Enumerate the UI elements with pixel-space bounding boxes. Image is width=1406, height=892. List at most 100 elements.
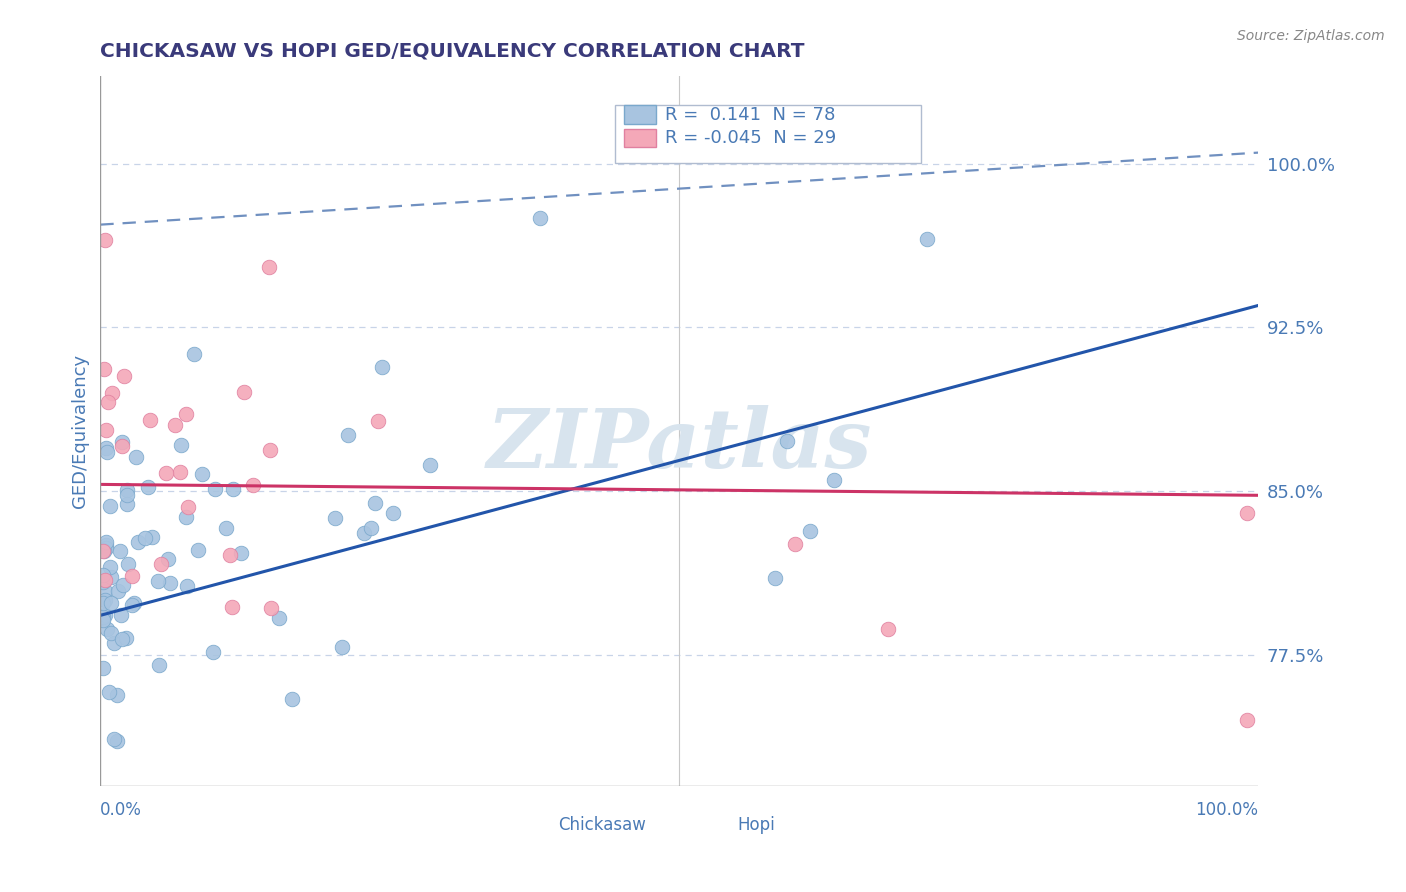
Text: Hopi: Hopi xyxy=(737,815,775,834)
Point xyxy=(96,445,118,459)
Text: R =  0.141  N = 78: R = 0.141 N = 78 xyxy=(665,105,835,123)
Point xyxy=(204,482,226,496)
Point xyxy=(215,521,238,535)
Text: 0.0%: 0.0% xyxy=(100,801,142,819)
Point xyxy=(91,574,114,589)
Point xyxy=(96,534,118,549)
Point xyxy=(100,596,122,610)
Text: R = -0.045  N = 29: R = -0.045 N = 29 xyxy=(665,129,837,147)
Point xyxy=(187,542,209,557)
Point xyxy=(257,260,280,275)
Point xyxy=(267,611,290,625)
Point xyxy=(419,458,441,473)
Point xyxy=(330,640,353,654)
Point xyxy=(112,578,135,592)
Text: CHICKASAW VS HOPI GED/EQUIVALENCY CORRELATION CHART: CHICKASAW VS HOPI GED/EQUIVALENCY CORREL… xyxy=(100,42,804,61)
Point xyxy=(103,731,125,746)
Point xyxy=(1236,506,1258,520)
Point xyxy=(93,593,115,607)
Text: ZIPatlas: ZIPatlas xyxy=(486,405,872,485)
Point xyxy=(191,467,214,481)
Point xyxy=(150,557,173,571)
Point xyxy=(115,632,138,646)
Point xyxy=(176,578,198,592)
FancyBboxPatch shape xyxy=(529,818,553,831)
Point xyxy=(337,427,360,442)
Point xyxy=(97,394,120,409)
Point xyxy=(117,488,139,502)
Text: 100.0%: 100.0% xyxy=(1195,801,1258,819)
Point xyxy=(93,574,115,588)
Point xyxy=(100,625,122,640)
Point xyxy=(170,438,193,452)
Point xyxy=(127,534,149,549)
Point xyxy=(105,688,128,702)
Point xyxy=(281,692,304,706)
Point xyxy=(138,412,160,426)
Point xyxy=(96,538,118,552)
Point xyxy=(176,500,198,514)
Point xyxy=(108,544,131,558)
FancyBboxPatch shape xyxy=(709,818,731,831)
Point xyxy=(112,368,135,383)
Point xyxy=(100,570,122,584)
Point xyxy=(201,645,224,659)
Point xyxy=(96,441,118,455)
Point xyxy=(91,544,114,558)
Point xyxy=(183,347,205,361)
Point xyxy=(122,595,145,609)
FancyBboxPatch shape xyxy=(614,104,921,163)
Point xyxy=(98,685,121,699)
Y-axis label: GED/Equivalency: GED/Equivalency xyxy=(72,354,89,508)
Point xyxy=(93,544,115,558)
Point xyxy=(165,417,187,432)
Point xyxy=(91,610,114,624)
Point xyxy=(233,384,256,399)
Point xyxy=(121,599,143,613)
Point xyxy=(98,559,121,574)
Point xyxy=(115,483,138,498)
Point xyxy=(915,232,938,246)
Point xyxy=(110,632,132,646)
Point xyxy=(107,584,129,599)
Point xyxy=(141,530,163,544)
Point xyxy=(96,622,118,636)
Point xyxy=(219,548,242,562)
Point xyxy=(169,465,191,479)
Point xyxy=(221,600,243,615)
Point xyxy=(799,524,821,538)
Point xyxy=(371,359,394,374)
Point xyxy=(823,473,845,487)
Point xyxy=(157,551,180,566)
Point xyxy=(360,520,382,534)
Point xyxy=(174,407,197,421)
FancyBboxPatch shape xyxy=(624,128,657,147)
Point xyxy=(353,525,375,540)
Point xyxy=(111,439,134,453)
Point xyxy=(91,596,114,610)
Point xyxy=(121,568,143,582)
Point xyxy=(136,480,159,494)
Text: Chickasaw: Chickasaw xyxy=(558,815,645,834)
Point xyxy=(93,362,115,376)
Point xyxy=(91,660,114,674)
Point xyxy=(125,450,148,464)
Point xyxy=(103,636,125,650)
Point xyxy=(134,531,156,545)
Point xyxy=(91,613,114,627)
Point xyxy=(1236,713,1258,727)
Point xyxy=(876,623,898,637)
Text: Source: ZipAtlas.com: Source: ZipAtlas.com xyxy=(1237,29,1385,43)
Point xyxy=(94,233,117,247)
Point xyxy=(148,657,170,672)
Point xyxy=(242,478,264,492)
Point xyxy=(146,574,169,589)
Point xyxy=(110,608,132,623)
Point xyxy=(94,583,117,598)
FancyBboxPatch shape xyxy=(624,105,657,124)
Point xyxy=(323,510,346,524)
Point xyxy=(117,557,139,571)
Point xyxy=(101,386,124,401)
Point xyxy=(111,435,134,450)
Point xyxy=(367,414,389,428)
